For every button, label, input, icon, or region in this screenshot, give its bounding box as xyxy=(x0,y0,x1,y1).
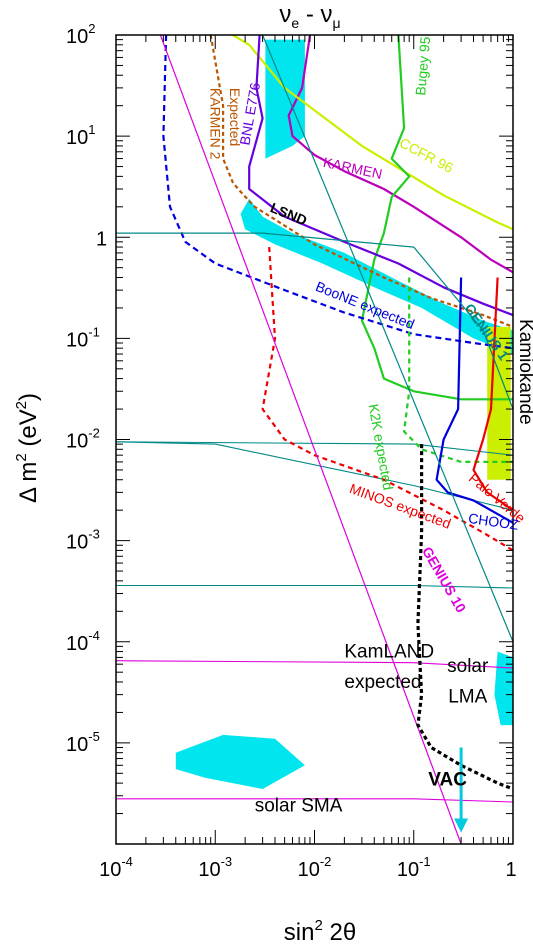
x-tick-label: 10-4 xyxy=(99,854,133,881)
y-tick-label: 10-1 xyxy=(66,324,100,351)
region-label: VAC xyxy=(428,769,467,790)
teal-line-2 xyxy=(116,441,513,511)
region-lsnd xyxy=(240,198,513,354)
magenta-line-0 xyxy=(116,660,513,669)
region-solar-sma xyxy=(175,734,305,789)
y-axis-title: Δ m2 (eV2) xyxy=(13,393,42,503)
curve-label: GENIUS 10 xyxy=(419,544,470,616)
series-bugey-95 xyxy=(360,35,513,401)
curve-label: Expected xyxy=(227,88,243,146)
curve-label: K2K expected xyxy=(366,403,397,492)
region-label: solar xyxy=(447,656,489,677)
magenta-line-1 xyxy=(116,798,513,803)
region-solar-lma xyxy=(494,651,513,726)
x-tick-label: 10-1 xyxy=(397,854,431,881)
x-tick-label: 10-2 xyxy=(298,854,332,881)
y-tick-label: 10-3 xyxy=(66,527,100,554)
series-chooz xyxy=(435,277,513,524)
region-label: solar SMA xyxy=(255,795,343,816)
series-minos-expected xyxy=(261,247,513,552)
series-bnl-e776 xyxy=(248,35,513,317)
plot-frame xyxy=(115,34,514,845)
y-tick-label: 101 xyxy=(66,122,95,149)
series-genius-1 xyxy=(116,232,513,410)
chart-title: νe - νμ xyxy=(279,1,340,31)
y-tick-label: 10-4 xyxy=(66,628,100,655)
region-label: expected xyxy=(344,672,421,693)
curve-label: CHOOZ xyxy=(467,510,520,533)
region-lsnd-high xyxy=(265,39,305,159)
region-label: KamLAND xyxy=(344,641,434,662)
x-tick-label: 1 xyxy=(505,859,516,881)
curve-label: CCFR 96 xyxy=(397,134,456,176)
region-label: LMA xyxy=(448,687,487,708)
series-k2k-expected xyxy=(403,277,513,463)
series-genius-1-line xyxy=(262,35,513,643)
y-tick-label: 10-5 xyxy=(66,729,100,756)
x-tick-label: 10-3 xyxy=(198,854,232,881)
series-palo-verde xyxy=(472,277,513,512)
series-genius-10 xyxy=(159,35,462,844)
y-tick-label: 102 xyxy=(66,21,95,48)
curve-label: KARMEN 2 xyxy=(208,88,224,160)
plot-area xyxy=(116,35,513,844)
series-ccfr-96 xyxy=(232,35,513,231)
series-karmen xyxy=(287,35,513,274)
series-kamland-expected xyxy=(416,444,513,791)
curve-label: KARMEN xyxy=(322,154,384,182)
x-axis-title: sin2 2θ xyxy=(284,917,356,946)
vac-arrow-head xyxy=(454,818,469,833)
axes-frame: 10-4 10-3 10-2 10-1 1 102 101 1 10-1 10-2 10-3 10-4… xyxy=(66,21,517,881)
teal-line-1 xyxy=(116,584,513,589)
region-label: Kamiokande xyxy=(515,319,533,425)
y-tick-label: 10-2 xyxy=(66,426,100,453)
y-tick-label: 1 xyxy=(96,228,107,250)
curve-label: Bugey 95 xyxy=(412,36,433,97)
series-karmen-2-expected xyxy=(209,35,513,328)
